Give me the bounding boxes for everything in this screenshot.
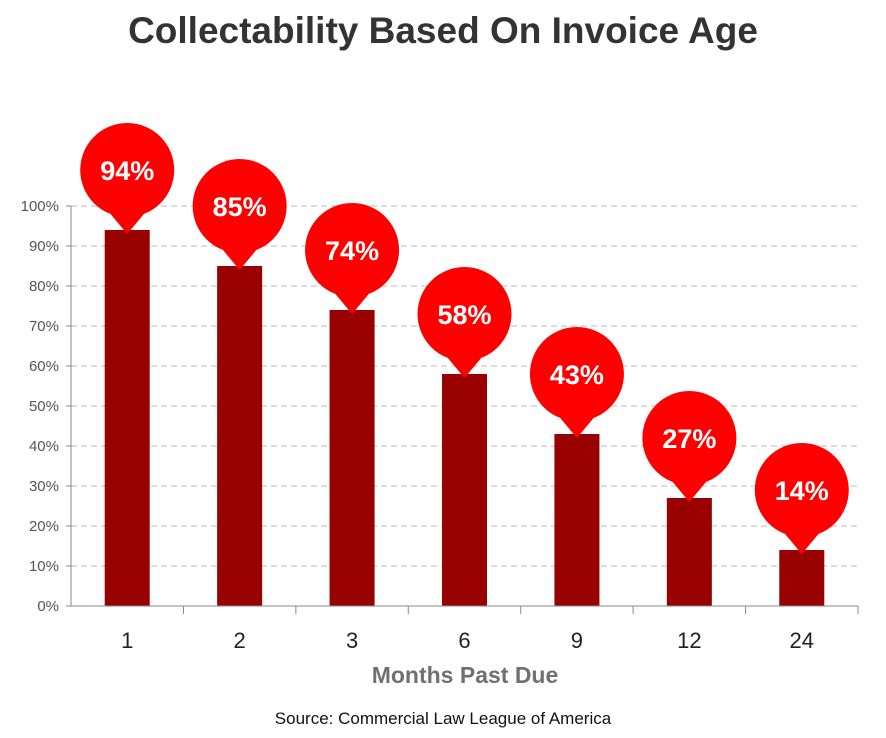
bubble-pointer [669, 478, 710, 502]
bars [104, 230, 825, 606]
bubble [642, 391, 737, 485]
y-tick-label: 70% [29, 318, 59, 335]
bubble-pointer [107, 210, 148, 234]
y-tick-label: 0% [37, 598, 59, 615]
data-label: 94% [100, 156, 154, 186]
y-tick-label: 40% [29, 438, 59, 455]
data-label: 43% [550, 360, 604, 390]
x-tick-label: 12 [677, 628, 701, 653]
x-tick-label: 6 [458, 628, 470, 653]
bar [779, 550, 825, 606]
y-axis-ticks: 0% 10% 20% 30% 40% 50% 60% 70% 80% 90% 100% [21, 198, 71, 615]
x-axis-ticks: 1 2 3 6 9 12 24 [121, 606, 859, 653]
y-tick-label: 100% [21, 198, 59, 215]
x-tick-label: 9 [571, 628, 583, 653]
y-tick-label: 20% [29, 518, 59, 535]
x-tick-label: 24 [790, 628, 814, 653]
y-tick-label: 80% [29, 278, 59, 295]
bubble-pointer [556, 414, 597, 438]
bubble [305, 203, 400, 297]
axes [70, 206, 858, 607]
data-label: 74% [325, 236, 379, 266]
bubble [80, 123, 175, 217]
bubble [417, 267, 512, 361]
x-axis-title: Months Past Due [372, 662, 559, 688]
x-tick-label: 2 [234, 628, 246, 653]
bubble [754, 443, 849, 537]
y-tick-label: 60% [29, 358, 59, 375]
bar [442, 374, 487, 606]
x-tick-label: 3 [346, 628, 358, 653]
y-tick-label: 90% [29, 238, 59, 255]
y-tick-label: 50% [29, 398, 59, 415]
bubble [192, 159, 287, 253]
source-note: Source: Commercial Law League of America [274, 709, 612, 728]
data-label: 85% [213, 192, 267, 222]
bar [104, 230, 150, 606]
data-label: 27% [662, 424, 716, 454]
bar [217, 266, 263, 606]
bubble-pointer [444, 354, 485, 378]
bar [554, 434, 600, 606]
bubble [529, 327, 624, 421]
data-labels: 94% 85% 74% 58% 43% 27% 14% [80, 123, 849, 554]
y-tick-label: 10% [29, 558, 59, 575]
x-tick-label: 1 [121, 628, 133, 653]
bubble-pointer [781, 530, 822, 554]
chart-title: Collectability Based On Invoice Age [128, 10, 758, 51]
data-label: 14% [775, 476, 829, 506]
bar [666, 498, 712, 606]
bubble-pointer [219, 246, 260, 270]
bubble-pointer [332, 290, 373, 314]
bar [329, 310, 375, 606]
data-label: 58% [437, 300, 491, 330]
y-tick-label: 30% [29, 478, 59, 495]
